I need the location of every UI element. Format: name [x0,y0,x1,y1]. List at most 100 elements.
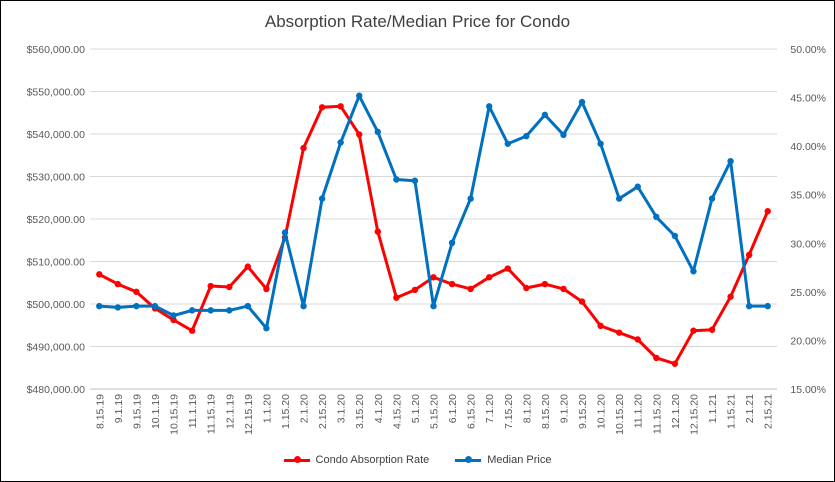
data-point-median-price [263,325,270,332]
data-point-absorption-rate [393,294,400,301]
y-right-tick-label: 50.00% [790,44,826,56]
data-point-median-price [114,304,122,311]
data-point-median-price [541,111,549,119]
data-point-median-price [634,183,641,190]
y-right-tick-label: 25.00% [790,287,826,299]
data-point-absorption-rate [448,280,456,288]
data-point-absorption-rate [133,288,140,296]
x-tick-label: 3.15.20 [354,394,366,429]
data-point-median-price [96,302,103,310]
x-tick-label: 1.15.20 [280,394,292,429]
data-point-median-price [337,139,344,146]
data-point-median-price [448,239,456,246]
x-tick-label: 11.1.20 [633,394,645,428]
data-point-median-price [467,195,474,202]
x-tick-label: 7.1.20 [484,394,496,423]
data-point-absorption-rate [671,360,679,367]
data-point-median-price [300,302,307,310]
data-point-median-price [578,98,586,106]
x-tick-label: 12.15.19 [243,394,255,435]
x-tick-label: 4.15.20 [391,394,403,429]
data-point-absorption-rate [356,131,363,138]
x-tick-label: 4.1.20 [373,394,385,423]
data-point-absorption-rate [560,285,567,293]
data-point-median-price [708,195,716,202]
data-point-median-price [226,307,233,314]
x-tick-label: 8.15.20 [540,394,552,429]
data-point-absorption-rate [708,326,716,333]
x-tick-label: 2.15.20 [317,394,329,429]
data-point-median-price [486,103,493,110]
data-point-median-price [356,92,363,99]
legend-label-median-price: Median Price [487,454,552,466]
x-tick-label: 1.1.20 [261,394,273,423]
data-point-median-price [151,302,159,310]
y-right-tick-label: 45.00% [790,93,826,105]
y-right-tick-label: 35.00% [790,190,826,202]
x-tick-label: 12.1.20 [670,394,682,429]
data-point-absorption-rate [318,104,326,111]
x-tick-label: 10.1.20 [596,394,608,429]
y-left-tick-label: $550,000.00 [27,87,86,99]
data-point-absorption-rate [486,274,493,281]
y-left-tick-label: $540,000.00 [27,129,86,141]
data-point-median-price [170,312,177,319]
y-left-tick-label: $520,000.00 [27,214,86,226]
data-point-median-price [671,232,679,240]
y-right-tick-label: 20.00% [790,335,826,347]
series-line-median-price [99,94,768,330]
data-point-absorption-rate [244,263,252,270]
x-tick-label: 6.15.20 [466,394,478,429]
x-tick-label: 1.1.21 [707,394,719,423]
data-point-median-price [653,213,660,221]
x-tick-label: 6.1.20 [447,394,459,423]
x-tick-label: 11.1.19 [187,394,199,428]
data-point-absorption-rate [207,282,214,290]
x-tick-label: 5.1.20 [410,394,422,423]
data-point-absorption-rate [411,286,419,294]
data-point-median-price [523,132,530,140]
legend: Condo Absorption Rate Median Price [0,454,835,466]
x-tick-label: 12.1.19 [224,394,236,429]
y-left-tick-label: $500,000.00 [27,299,86,311]
legend-swatch-median-price [455,456,482,463]
legend-item-absorption-rate: Condo Absorption Rate [283,454,430,466]
data-point-absorption-rate [653,354,660,362]
x-tick-label: 11.15.19 [206,394,218,434]
series-line-absorption-rate [98,104,770,366]
chart-title: Absorption Rate/Median Price for Condo [264,12,571,31]
x-tick-label: 8.1.20 [521,394,533,423]
data-point-absorption-rate [727,293,734,300]
x-tick-label: 9.1.19 [113,394,125,423]
data-point-median-price [207,307,214,314]
data-point-absorption-rate [634,336,641,343]
data-point-median-price [615,195,623,202]
data-point-median-price [244,302,252,310]
data-point-absorption-rate [615,329,623,336]
data-point-median-price [690,268,697,275]
data-point-median-price [597,140,604,147]
x-tick-label: 9.1.20 [558,394,570,423]
data-point-absorption-rate [504,265,511,272]
data-point-median-price [764,302,771,310]
x-tick-label: 12.15.20 [688,394,700,435]
y-left-tick-label: $510,000.00 [27,257,86,269]
y-right-tick-label: 40.00% [790,141,826,153]
data-point-absorption-rate [764,208,771,215]
x-tick-label: 10.15.19 [169,394,181,435]
data-point-absorption-rate [578,298,586,305]
data-point-absorption-rate [226,283,233,291]
x-tick-label: 8.15.19 [94,394,106,429]
y-right-tick-label: 15.00% [790,384,826,396]
data-point-absorption-rate [745,251,753,259]
x-tick-label: 2.1.21 [744,394,756,423]
data-point-absorption-rate [300,144,307,152]
data-point-median-price [374,128,381,136]
y-left-tick-label: $490,000.00 [27,342,86,354]
legend-label-absorption-rate: Condo Absorption Rate [315,454,430,466]
data-point-absorption-rate [374,228,381,235]
x-tick-label: 2.1.20 [299,394,311,423]
y-right-tick-label: 30.00% [790,238,826,250]
